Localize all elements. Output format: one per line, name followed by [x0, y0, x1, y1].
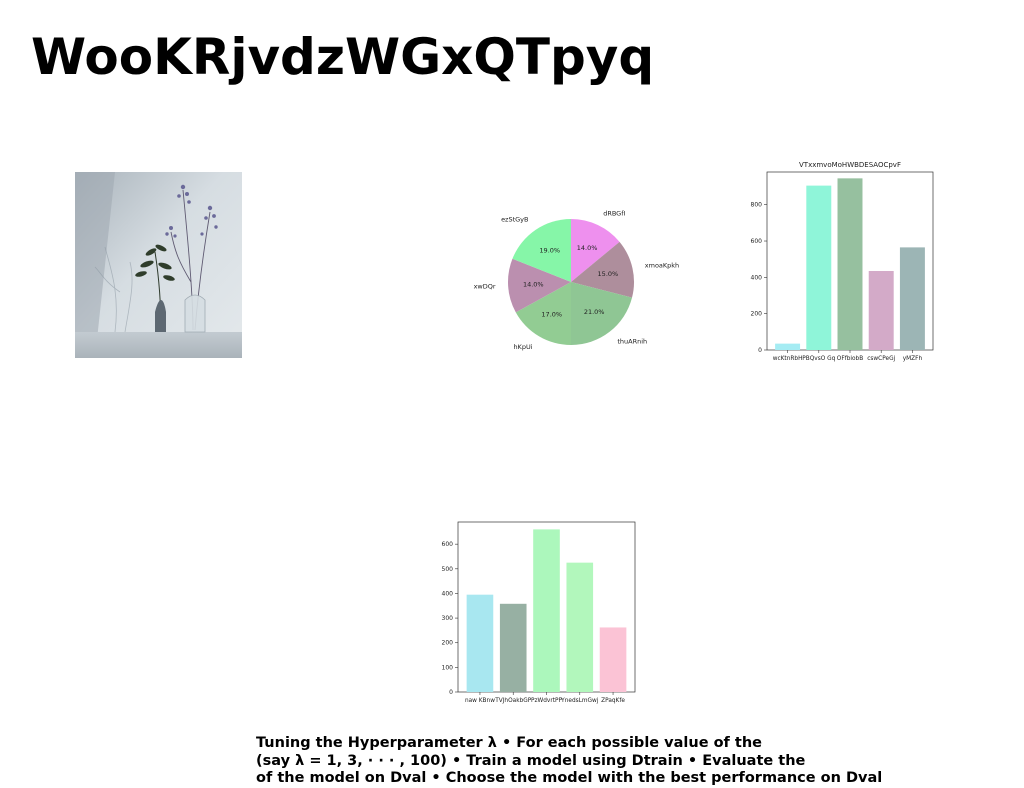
y-tick-label: 100: [442, 664, 454, 671]
x-tick-label: PBQvsO Gq: [802, 356, 835, 362]
x-tick-label: OFfbiobB: [837, 356, 863, 362]
bar-chart-bottom: 0 100 200 300 400 500 600 naw KBnw TVJhOakbGP PzW…: [442, 521, 636, 704]
pie-label: ezStGyB: [501, 215, 528, 223]
pie-percent-label: 19.0%: [539, 247, 560, 255]
pie-label: thuARnih: [617, 338, 647, 346]
x-tick-label: yMZFh: [903, 356, 923, 362]
x-tick-label: TVJhOakbGP: [494, 698, 532, 704]
pie-percent-label: 17.0%: [541, 311, 562, 319]
pie-label: dRBGfI: [603, 210, 625, 218]
pie-slice: [571, 282, 633, 345]
y-tick-label: 0: [449, 689, 453, 696]
bar: [599, 627, 627, 692]
bar: [499, 603, 527, 692]
caption-text: Tuning the Hyperparameter λ • For each p…: [256, 735, 916, 788]
x-tick-label: YnedsLmGwj: [560, 698, 599, 704]
y-tick-label: 400: [751, 274, 763, 281]
pie-label: xmoaKpkh: [645, 262, 679, 270]
page-title: WooKRjvdzWGxQTpyq: [31, 28, 655, 86]
y-tick-label: 400: [442, 590, 454, 597]
caption-line: of the model on Dval • Choose the model …: [256, 770, 883, 786]
pie-label: xwDQr: [474, 283, 496, 291]
pie-slice: [571, 241, 634, 298]
y-tick-label: 600: [751, 238, 763, 245]
y-tick-label: 500: [442, 566, 454, 573]
bar: [466, 594, 494, 692]
y-tick-label: 200: [751, 311, 763, 318]
pie-slice: [508, 258, 571, 313]
pie-percent-label: 15.0%: [598, 270, 619, 278]
pie-slice: [571, 219, 620, 282]
x-tick-label: ZPaqKfe: [601, 698, 625, 704]
chart-title: VTxxmvoMoHWBDESAOCpvF: [799, 161, 901, 169]
bar: [806, 185, 832, 350]
y-tick-label: 800: [751, 202, 763, 209]
x-tick-label: cswCPeGj: [867, 356, 895, 362]
bar: [868, 270, 894, 350]
caption-line: Tuning the Hyperparameter λ • For each p…: [256, 735, 762, 751]
vase-photo: [75, 172, 242, 358]
bar: [566, 562, 594, 692]
y-tick-label: 0: [758, 347, 762, 354]
x-tick-label: wcKtnRbH: [773, 356, 803, 362]
x-tick-label: naw KBnw: [465, 698, 495, 704]
y-tick-label: 600: [442, 541, 454, 548]
y-tick-label: 200: [442, 640, 454, 647]
pie-slice: [515, 282, 571, 345]
bar: [775, 343, 801, 350]
y-tick-label: 300: [442, 615, 454, 622]
bar: [899, 247, 925, 350]
bar-chart-top: VTxxmvoMoHWBDESAOCpvF 0 200 400 600 800 wcKtnR…: [751, 161, 934, 362]
pie-percent-label: 14.0%: [577, 244, 598, 252]
pie-chart: dRBGfI 14.0% xmoaKpkh 15.0% thuARnih 21.0% hKp…: [474, 210, 680, 351]
caption-line: (say λ = 1, 3, · · · , 100) • Train a mo…: [256, 752, 806, 769]
x-tick-label: PzWdvrtPP: [531, 698, 563, 704]
pie-percent-label: 21.0%: [584, 308, 605, 316]
pie-slice: [512, 219, 571, 282]
pie-percent-label: 14.0%: [523, 280, 544, 288]
bar: [533, 529, 560, 692]
pie-label: hKpUi: [513, 343, 532, 351]
bar: [837, 178, 863, 350]
